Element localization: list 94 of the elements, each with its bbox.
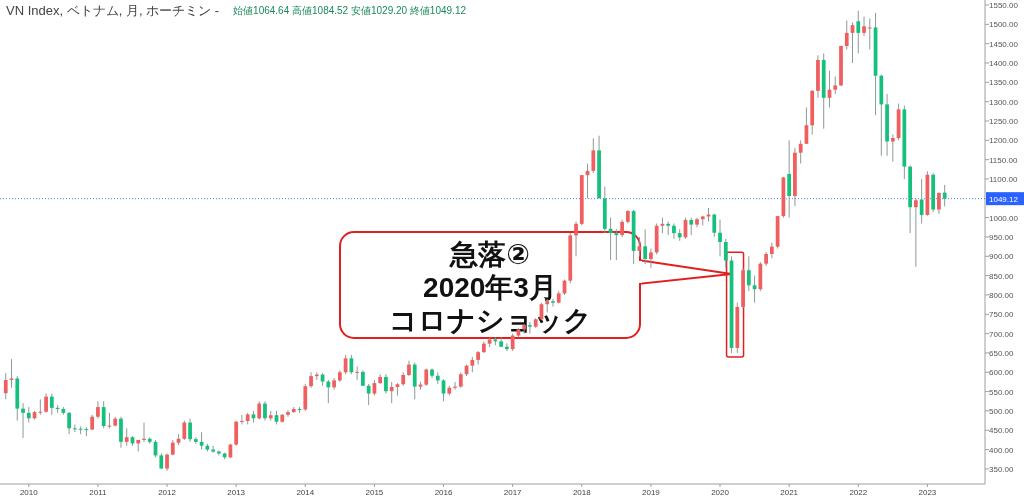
y-tick-label: 1300.00 bbox=[989, 97, 1019, 107]
y-tick-label: 1350.00 bbox=[989, 78, 1019, 88]
candlestick bbox=[257, 400, 262, 420]
candlestick bbox=[844, 19, 849, 50]
candlestick bbox=[326, 379, 331, 404]
candlestick bbox=[188, 418, 192, 443]
candlestick bbox=[389, 381, 394, 404]
candlestick bbox=[770, 242, 774, 259]
x-tick-label: 2017 bbox=[503, 488, 523, 497]
candlestick bbox=[890, 134, 895, 163]
y-tick-label: 1150.00 bbox=[989, 155, 1018, 165]
candlestick bbox=[723, 238, 728, 269]
y-tick-label: 500.00 bbox=[989, 406, 1015, 416]
x-tick-label: 2018 bbox=[572, 488, 592, 497]
candlestick bbox=[119, 416, 123, 449]
candlestick bbox=[862, 16, 866, 37]
ref-line-label: 1049.12 bbox=[989, 194, 1019, 204]
candlestick bbox=[919, 178, 924, 224]
annotation: 2020年3月 bbox=[423, 272, 557, 303]
candlestick bbox=[574, 221, 578, 257]
candlestick bbox=[182, 420, 187, 441]
candlestick bbox=[384, 373, 388, 395]
candlestick bbox=[3, 372, 8, 400]
x-tick-label: 2011 bbox=[89, 488, 108, 497]
candlestick bbox=[746, 255, 751, 292]
candlestick bbox=[591, 137, 596, 174]
candlestick bbox=[412, 362, 417, 400]
y-tick-label: 1550.00 bbox=[989, 1, 1019, 11]
candlestick bbox=[355, 365, 360, 381]
y-tick-label: 950.00 bbox=[989, 232, 1015, 242]
y-tick-label: 550.00 bbox=[989, 387, 1015, 397]
candlestick bbox=[211, 445, 215, 454]
candlestick bbox=[643, 228, 648, 265]
y-tick-label: 1200.00 bbox=[989, 136, 1019, 146]
candlestick bbox=[49, 393, 54, 416]
y-tick-label: 450.00 bbox=[989, 426, 1015, 436]
candlestick bbox=[67, 411, 71, 435]
x-tick-label: 2016 bbox=[434, 488, 453, 497]
y-tick-label: 750.00 bbox=[989, 310, 1015, 320]
candlestick bbox=[142, 422, 146, 443]
x-tick-label: 2010 bbox=[19, 488, 39, 497]
y-tick-label: 800.00 bbox=[989, 290, 1015, 300]
x-tick-label: 2020 bbox=[711, 488, 730, 497]
candlestick bbox=[798, 139, 803, 165]
candlestick bbox=[942, 184, 947, 207]
y-tick-label: 350.00 bbox=[989, 464, 1015, 474]
annotation: 急落② bbox=[449, 239, 530, 270]
candlestick bbox=[672, 222, 676, 240]
candlestick bbox=[712, 213, 717, 238]
candlestick bbox=[21, 402, 25, 439]
candlestick bbox=[96, 400, 100, 420]
candlestick bbox=[9, 358, 14, 389]
y-tick-label: 400.00 bbox=[989, 445, 1015, 455]
candlestick bbox=[787, 139, 792, 219]
y-tick-label: 1450.00 bbox=[989, 39, 1019, 49]
y-tick-label: 900.00 bbox=[989, 252, 1015, 262]
candlestick bbox=[453, 381, 457, 391]
candlestick bbox=[286, 409, 290, 418]
candlestick bbox=[867, 18, 872, 50]
candlestick bbox=[528, 321, 532, 335]
y-tick-label: 1400.00 bbox=[989, 59, 1019, 69]
candlestick bbox=[914, 197, 918, 268]
y-tick-label: 600.00 bbox=[989, 368, 1015, 378]
candlestick bbox=[44, 393, 48, 414]
x-tick-label: 2022 bbox=[849, 488, 868, 497]
candlestick bbox=[263, 400, 267, 422]
y-tick-label: 1100.00 bbox=[989, 174, 1018, 184]
candlestick bbox=[101, 400, 106, 429]
annotation: 始値1064.64 高値1084.52 安値1029.20 終値1049.12 bbox=[233, 5, 467, 16]
y-tick-label: 700.00 bbox=[989, 329, 1015, 339]
x-tick-label: 2021 bbox=[780, 488, 799, 497]
x-tick-label: 2014 bbox=[296, 488, 315, 497]
y-tick-label: 850.00 bbox=[989, 271, 1015, 281]
candlestick bbox=[303, 383, 308, 412]
candlestick bbox=[38, 398, 43, 416]
y-tick-label: 1500.00 bbox=[989, 20, 1019, 30]
y-tick-label: 1250.00 bbox=[989, 117, 1019, 126]
candlestick bbox=[234, 420, 239, 447]
candlestick bbox=[614, 228, 619, 261]
x-tick-label: 2023 bbox=[918, 488, 937, 497]
chart-title: VN Index, ベトナム, 月, ホーチミン - bbox=[6, 3, 220, 18]
candlestick bbox=[718, 219, 722, 257]
y-tick-label: 650.00 bbox=[989, 348, 1015, 358]
candlestick bbox=[73, 423, 77, 433]
candlestick bbox=[366, 383, 371, 406]
y-tick-label: 1000.00 bbox=[989, 213, 1019, 223]
x-tick-label: 2012 bbox=[158, 488, 177, 497]
candlestick bbox=[649, 248, 653, 269]
x-tick-label: 2019 bbox=[642, 488, 661, 497]
x-tick-label: 2015 bbox=[365, 488, 384, 497]
candlestick bbox=[551, 298, 555, 308]
candlestick bbox=[856, 10, 861, 54]
x-tick-label: 2013 bbox=[227, 488, 246, 497]
candlestick bbox=[240, 414, 244, 425]
